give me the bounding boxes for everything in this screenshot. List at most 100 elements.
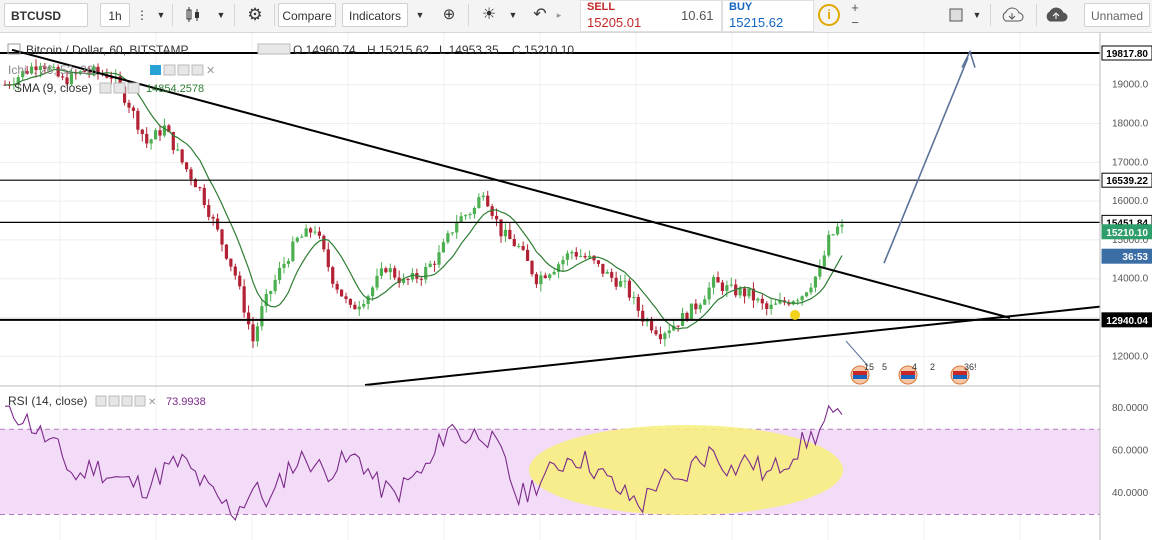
symbol-input[interactable]: BTCUSD	[4, 3, 88, 27]
price-label-box	[1101, 172, 1152, 188]
sma-visibility-icon[interactable]	[99, 82, 112, 94]
candle-body	[238, 275, 242, 287]
candle-body	[65, 77, 69, 85]
undo-icon[interactable]: ↶	[533, 6, 547, 23]
settings-icon[interactable]	[163, 64, 176, 76]
drawings-group	[0, 48, 1101, 386]
template-chevron-icon[interactable]: ▼	[508, 10, 518, 20]
candle-body	[29, 66, 34, 74]
candle-body	[300, 236, 304, 238]
candles-icon[interactable]	[178, 3, 208, 27]
candle-body	[153, 130, 158, 140]
candle-body	[384, 268, 388, 273]
rsi-axis: 80.0000 60.0000 40.0000	[1112, 403, 1149, 499]
sma-more-icon[interactable]	[127, 82, 140, 94]
rsi-more-icon[interactable]	[134, 395, 146, 407]
candle-body	[91, 66, 96, 73]
candle-body	[472, 208, 477, 215]
lock-icon[interactable]	[177, 64, 190, 76]
visibility-icon[interactable]	[150, 65, 161, 75]
buy-panel[interactable]: BUY 15215.62	[722, 0, 814, 32]
candle-body	[663, 333, 667, 340]
candle-body	[614, 277, 618, 287]
candle-body	[255, 326, 260, 342]
candle-body	[224, 244, 229, 259]
candle-body	[184, 162, 189, 170]
candle-body	[623, 280, 627, 282]
candle-body	[158, 130, 162, 136]
candle-body	[641, 310, 645, 322]
window-chevron-icon[interactable]: ▼	[972, 10, 982, 20]
candle-body	[109, 77, 113, 79]
candle-body	[583, 255, 587, 258]
alert-icon[interactable]: ⊕	[442, 6, 456, 23]
rsi-legend: RSI (14, close) ✕ 73.9938	[8, 394, 206, 408]
info-icon[interactable]: i	[818, 4, 840, 26]
support-trendline	[364, 305, 1101, 386]
candle-body	[618, 281, 623, 287]
candle-body	[632, 296, 636, 298]
rsi-close-icon[interactable]: ✕	[148, 397, 156, 408]
more-dots-icon[interactable]: ⋮	[136, 8, 148, 22]
buy-price: 15215.62	[729, 15, 784, 30]
cloud-download-icon[interactable]	[996, 3, 1028, 27]
series-controls-icon[interactable]	[257, 43, 291, 55]
interval-button[interactable]: 1h	[100, 3, 130, 27]
candle-body	[601, 263, 605, 274]
collapse-icon[interactable]	[7, 43, 21, 55]
candle-body	[486, 195, 490, 207]
candle-body	[654, 330, 658, 335]
indicators-button[interactable]: Indicators	[342, 3, 408, 27]
candle-body	[477, 197, 481, 209]
candle-body	[822, 255, 826, 267]
candle-body	[131, 107, 136, 111]
rsi-settings-icon[interactable]	[108, 395, 120, 407]
candle-body	[229, 258, 233, 267]
sell-price: 15205.01	[587, 15, 642, 30]
candle-body	[742, 288, 747, 297]
more-icon[interactable]	[191, 64, 204, 76]
touch-point-dot	[790, 309, 800, 320]
candle-body	[778, 300, 782, 304]
price-label: 16539.22	[1106, 176, 1148, 187]
redo-icon[interactable]: ▸	[556, 10, 562, 20]
chart-type-chevron-icon[interactable]: ▼	[216, 10, 226, 20]
candle-body	[818, 266, 822, 277]
event-markers[interactable]: 15 5 4 2 36!	[850, 362, 977, 385]
compare-button[interactable]: Compare	[278, 3, 336, 27]
sell-label: SELL	[587, 1, 616, 13]
candle-body	[246, 312, 251, 325]
candle-body	[711, 277, 716, 288]
plus-minus-icon[interactable]: + −	[851, 0, 859, 30]
price-tick-label: 14000.0	[1112, 274, 1149, 285]
rsi-visibility-icon[interactable]	[95, 395, 107, 407]
cloud-upload-icon[interactable]	[1040, 3, 1072, 27]
indicator-2-value: 14854.2578	[146, 83, 204, 95]
candle-body	[419, 278, 423, 280]
bulb-icon[interactable]: ☀	[481, 6, 497, 23]
candle-body	[579, 255, 583, 257]
sell-panel[interactable]: SELL 15205.01 10.61	[580, 0, 722, 32]
candle-body	[698, 304, 702, 310]
sma-settings-icon[interactable]	[113, 82, 126, 94]
candle-body	[561, 259, 565, 265]
candle-body	[308, 228, 313, 233]
candle-body	[162, 125, 167, 136]
chevron-down-icon[interactable]: ▼	[156, 10, 166, 20]
close-icon[interactable]: ✕	[206, 65, 215, 77]
window-icon[interactable]	[942, 3, 970, 27]
event-count: 5	[882, 362, 887, 372]
candle-body	[78, 71, 82, 74]
candle-body	[96, 66, 100, 74]
rsi-lock-icon[interactable]	[121, 395, 133, 407]
candle-body	[596, 260, 601, 264]
candle-body	[769, 304, 773, 309]
candle-body	[211, 216, 215, 219]
legend-open: O 14960.74	[293, 43, 356, 57]
indicators-chevron-icon[interactable]: ▼	[415, 10, 425, 20]
candle-body	[835, 226, 840, 235]
candle-body	[804, 292, 809, 297]
event-pointer-line	[845, 340, 869, 367]
gear-icon[interactable]: ⚙	[247, 5, 263, 24]
layout-name-button[interactable]: Unnamed	[1084, 3, 1150, 27]
